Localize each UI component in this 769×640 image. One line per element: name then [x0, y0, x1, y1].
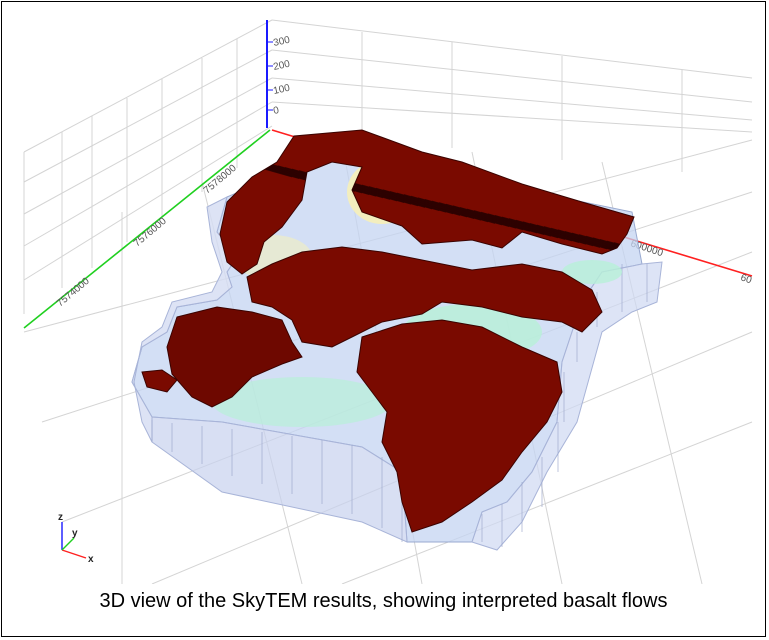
z-tick-label: 200	[272, 59, 291, 73]
y-tick-label: 7574000	[55, 276, 92, 310]
x-tick-label: 60	[739, 272, 753, 286]
block-right-curtain	[471, 261, 663, 551]
z-axis-ticks: 300 200 100 0	[267, 35, 291, 117]
basalt-flow-central	[246, 246, 603, 348]
z-tick-label: 300	[272, 35, 291, 49]
orientation-y-label: y	[72, 528, 78, 539]
basalt-flow-far-west	[141, 369, 178, 393]
y-tick-label: 7576000	[132, 216, 169, 250]
z-tick-label: 0	[272, 105, 280, 117]
orientation-x-label: x	[88, 554, 94, 565]
orientation-indicator: z y x	[58, 512, 94, 565]
figure-caption: 3D view of the SkyTEM results, showing i…	[99, 590, 668, 612]
orientation-z-label: z	[58, 512, 63, 523]
y-axis	[23, 129, 271, 329]
block-front-curtain	[151, 416, 408, 543]
z-tick-label: 100	[272, 83, 291, 97]
basalt-flow-southeast	[356, 319, 563, 533]
3d-viewport[interactable]: 300 200 100 0 7578000 7576000 7574000 600000 6…	[2, 2, 765, 584]
basalt-flow-west	[166, 306, 303, 408]
